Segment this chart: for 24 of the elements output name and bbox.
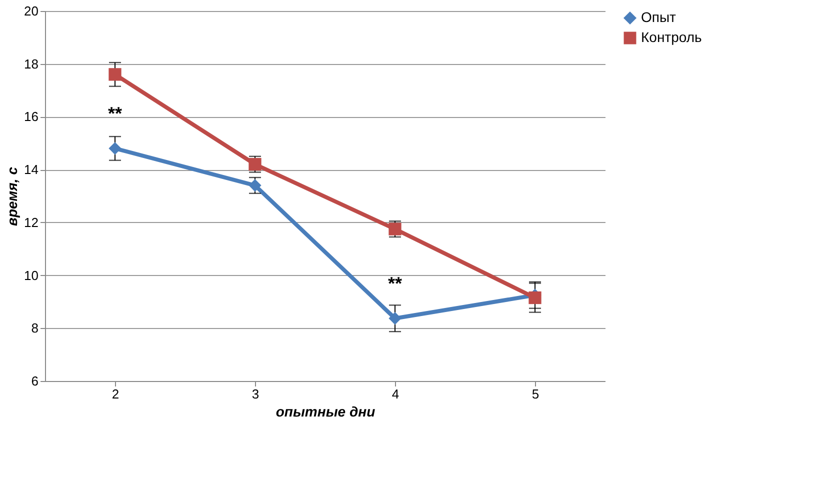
annotation: ** [388, 273, 402, 294]
point [388, 312, 402, 325]
point [528, 291, 542, 304]
point [388, 222, 402, 236]
y-tick-label: 6 [31, 374, 38, 388]
y-tick-label: 12 [24, 214, 38, 230]
y-tick-label: 18 [24, 56, 38, 72]
x-axis-title: опытные дни [276, 404, 376, 420]
point [108, 142, 122, 155]
y-tick-label: 16 [24, 109, 38, 124]
point [108, 68, 122, 81]
x-tick-label: 4 [392, 386, 400, 402]
y-tick-label: 10 [24, 268, 38, 283]
y-tick-label: 14 [24, 162, 38, 178]
annotation: ** [108, 103, 122, 124]
point [248, 179, 262, 192]
y-tick-label: 8 [31, 320, 38, 336]
y-axis-title: время, с [4, 166, 20, 226]
y-tick-label: 20 [24, 4, 38, 18]
x-tick-label: 5 [532, 386, 540, 402]
x-tick-label: 3 [252, 386, 260, 402]
legend-label: Опыт [641, 9, 677, 25]
x-tick-label: 2 [112, 386, 120, 402]
legend-label: Контроль [641, 29, 702, 45]
